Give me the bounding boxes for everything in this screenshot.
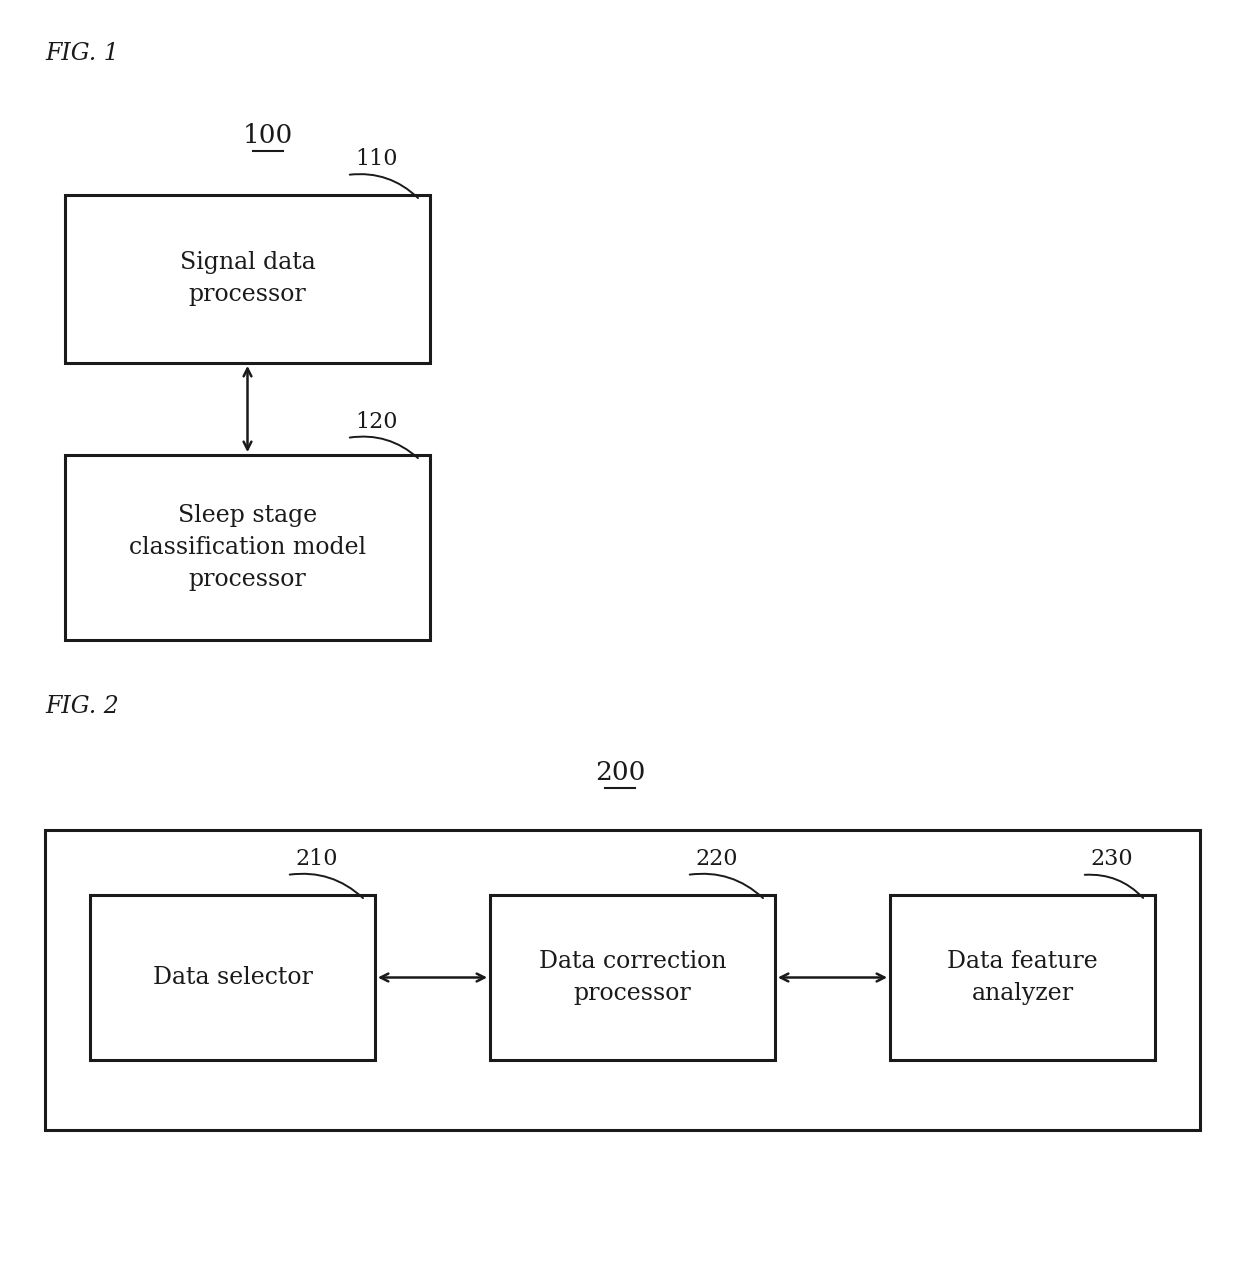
Text: Data selector: Data selector [153,967,312,988]
Text: Signal data
processor: Signal data processor [180,251,315,306]
Text: Data correction
processor: Data correction processor [538,950,727,1005]
Bar [64,456,430,640]
Text: 200: 200 [595,761,645,785]
Text: Sleep stage
classification model
processor: Sleep stage classification model process… [129,505,366,591]
Text: Data feature
analyzer: Data feature analyzer [947,950,1097,1005]
Text: FIG. 1: FIG. 1 [45,42,119,66]
Text: 230: 230 [1090,848,1132,870]
Bar [490,894,775,1060]
Text: 100: 100 [243,124,293,148]
Bar [64,196,430,363]
Bar [45,830,1200,1130]
Text: FIG. 2: FIG. 2 [45,695,119,718]
Bar [890,894,1154,1060]
Bar [91,894,374,1060]
Text: 120: 120 [355,411,398,432]
Text: 110: 110 [355,148,398,170]
Text: 220: 220 [694,848,738,870]
Text: 210: 210 [295,848,337,870]
